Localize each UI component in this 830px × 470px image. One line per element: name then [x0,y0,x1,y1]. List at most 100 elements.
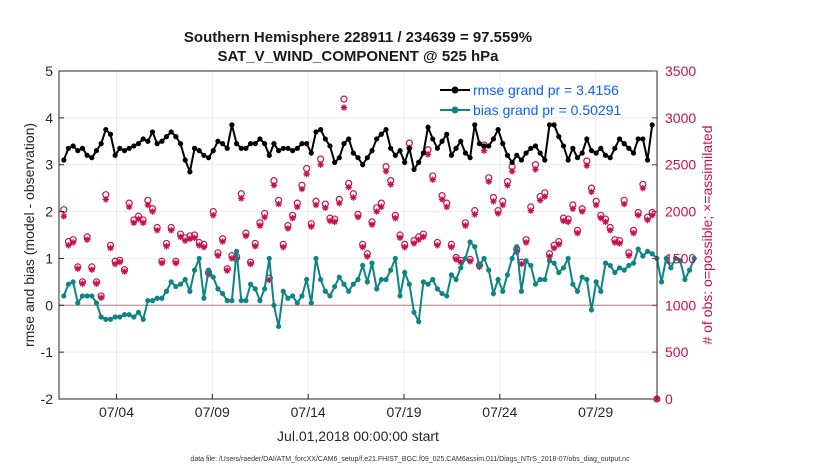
bias-point [346,288,352,294]
rmse-point [584,136,590,142]
assimilated-obs-point [373,208,380,215]
y-tick-label: 5 [45,63,53,79]
bias-point [84,293,90,299]
rmse-point [630,150,637,156]
assimilated-obs-point [578,208,586,215]
rmse-point [416,159,422,165]
assimilated-obs-point [270,182,278,189]
rmse-point [252,141,258,147]
rmse-point [243,145,249,151]
rmse-point [546,122,553,128]
rmse-point [70,143,76,149]
assimilated-obs-point [438,196,446,203]
y2-axis-ticks: 0 500 1000 1500 2000 2500 3000 3500 [652,63,696,407]
assimilated-obs-point [485,178,492,185]
rmse-point [476,141,483,147]
rmse-point [173,134,179,140]
bias-point [290,293,296,299]
y-tick-label: -2 [41,391,54,407]
bias-point [411,309,417,315]
assimilated-obs-point [602,218,609,226]
bias-point [518,288,525,294]
rmse-point [504,152,511,158]
bias-point [416,319,422,325]
rmse-point [574,155,581,161]
assimilated-obs-point [625,252,633,259]
bias-point [570,281,576,287]
bias-point [219,290,226,297]
y-axis-ticks: -2 -1 0 1 2 3 4 5 [41,63,64,407]
bias-point [364,279,370,285]
bias-point [107,316,114,322]
x-tick-label: 07/04 [99,404,134,420]
assimilated-obs-point [79,280,86,287]
assimilated-obs-point [378,203,385,211]
rmse-point [191,145,198,151]
assimilated-obs-point [490,198,497,205]
bias-point [135,309,142,315]
assimilated-obs-point [247,260,254,268]
bias-point [579,274,585,280]
bias-point [350,281,356,287]
rmse-point [388,145,394,151]
bias-point [103,316,109,322]
rmse-point [196,148,202,154]
rmse-point [247,141,254,147]
rmse-point [509,159,515,165]
y2-tick-label: 1500 [665,250,696,266]
rmse-point [448,152,454,158]
assimilated-obs-point [88,266,96,273]
bias-point [173,283,179,290]
bias-point [626,262,632,269]
rmse-point [439,138,445,144]
assimilated-obs-series [60,104,661,403]
bias-point [677,258,683,264]
bias-point [191,267,198,273]
assimilated-obs-point [214,252,222,259]
rmse-point [612,145,618,151]
rmse-point [103,126,109,133]
bias-point [532,281,539,287]
rmse-point [299,141,305,147]
rmse-point [532,143,539,149]
rmse-point [364,155,370,161]
y2-tick-label: 3500 [665,63,696,79]
bias-point [616,265,623,271]
assimilated-obs-point [238,195,245,202]
rmse-point [593,150,599,156]
rmse-point [369,148,375,154]
assimilated-obs-point [634,212,642,219]
assimilated-obs-point [368,221,376,228]
assimilated-obs-point [350,194,357,201]
rmse-point [621,141,627,147]
y2-tick-label: 2000 [665,204,696,220]
rmse-point [518,157,525,163]
bias-point [187,288,193,294]
assimilated-obs-point [312,201,320,209]
assimilated-obs-point [196,242,203,249]
y2-tick-label: 500 [665,344,689,360]
rmse-point [304,141,310,147]
x-tick-label: 07/14 [291,404,326,420]
rmse-point [75,148,81,154]
bias-point [612,269,618,276]
assimilated-obs-point [139,219,147,227]
rmse-point [131,143,137,149]
rmse-point [262,141,268,147]
x-tick-label: 07/29 [578,404,613,420]
rmse-point [210,148,216,154]
assimilated-obs-point [415,236,422,243]
rmse-point [318,126,324,133]
bias-point [588,307,595,313]
assimilated-obs-point [420,233,427,241]
bias-point [374,286,380,292]
rmse-point [332,159,338,165]
rmse-point [219,141,226,147]
bias-point [196,255,202,262]
assimilated-obs-point [200,243,208,251]
assimilated-obs-point [93,280,100,287]
assimilated-obs-point [471,211,478,218]
assimilated-obs-point [177,233,184,241]
rmse-point [542,157,548,163]
bias-point [560,265,567,271]
